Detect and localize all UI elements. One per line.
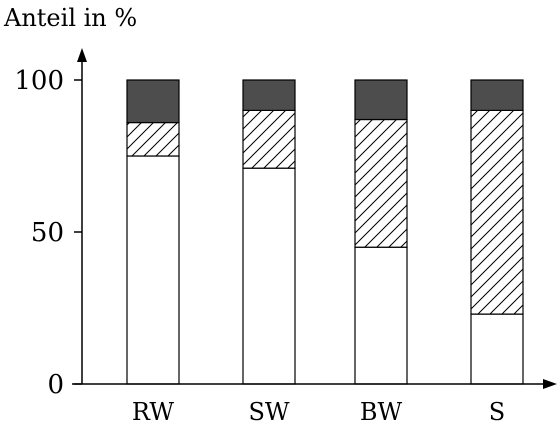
bars-group (126, 79, 524, 385)
bar-segment-sw-white (242, 167, 296, 385)
bar-segment-bw-white (354, 246, 408, 385)
bar-segment-rw-hatched (126, 121, 180, 157)
y-axis-label: Anteil in % (3, 4, 137, 32)
y-tick-label-50: 50 (31, 218, 64, 248)
bar-segment-bw-dark (354, 79, 408, 121)
x-axis-arrow (543, 379, 557, 389)
x-tick-label-s: S (489, 398, 505, 423)
bar-segment-rw-white (126, 155, 180, 385)
x-labels-group: RW SW BW S (132, 398, 505, 423)
bar-segment-s-dark (470, 79, 524, 111)
bar-segment-sw-dark (242, 79, 296, 111)
bar-segment-s-white (470, 313, 524, 385)
y-ticks-group: 0 50 100 (14, 66, 82, 400)
x-tick-label-bw: BW (360, 398, 403, 423)
bar-segment-rw-dark (126, 79, 180, 124)
bar-segment-sw-hatched (242, 109, 296, 169)
y-tick-label-100: 100 (14, 66, 64, 96)
x-tick-label-sw: SW (248, 398, 289, 423)
x-tick-label-rw: RW (132, 398, 175, 423)
bar-segment-bw-hatched (354, 118, 408, 248)
y-axis-arrow (77, 48, 87, 62)
y-tick-label-0: 0 (47, 370, 64, 400)
bar-segment-s-hatched (470, 109, 524, 315)
